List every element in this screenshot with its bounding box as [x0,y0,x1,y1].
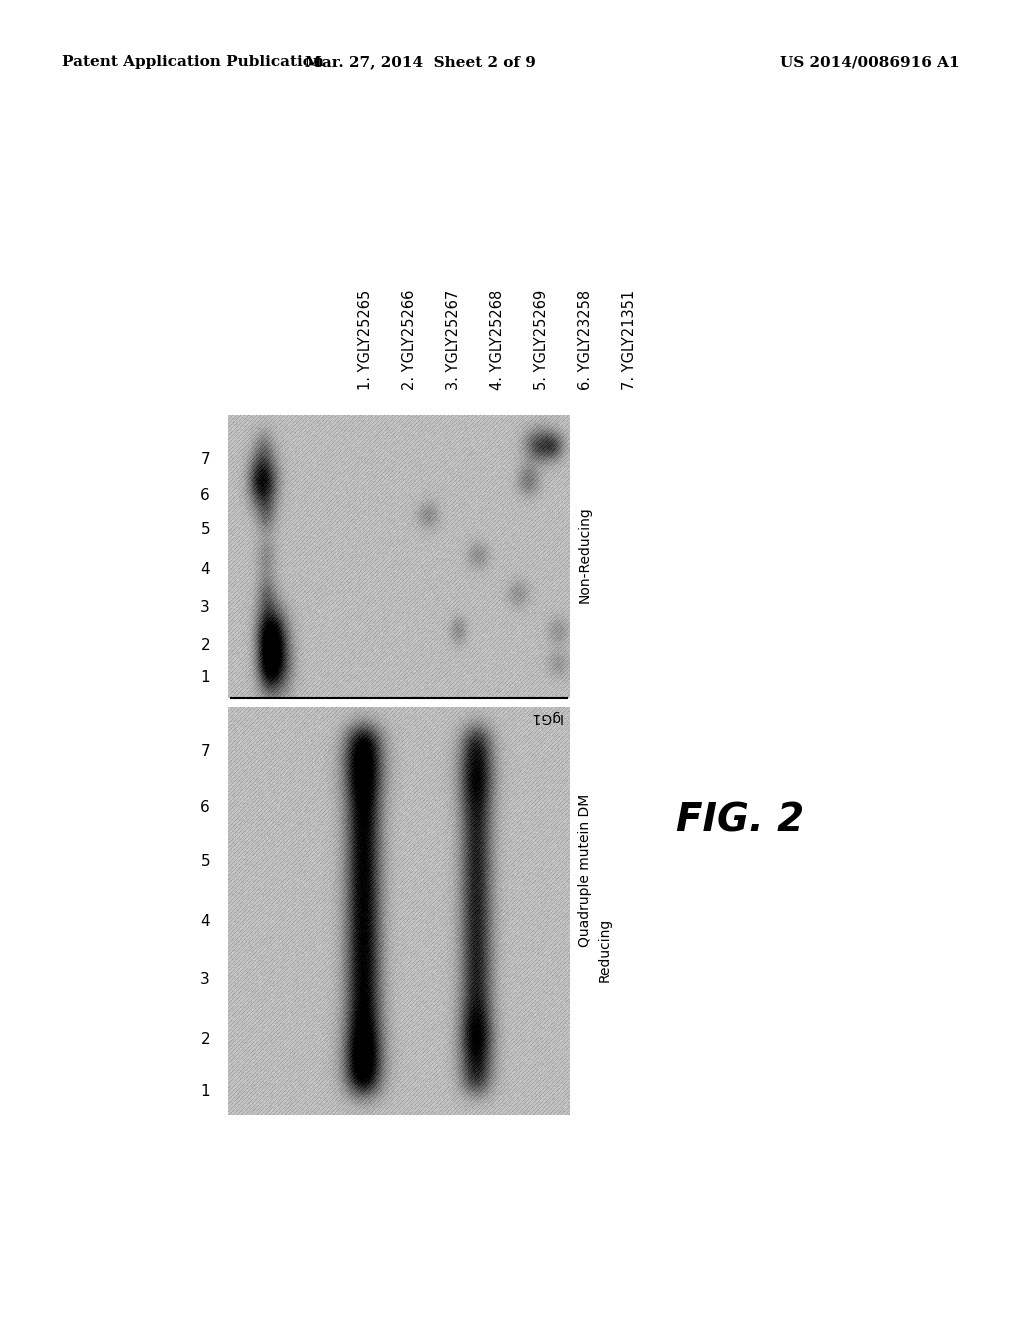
Text: 3: 3 [201,973,210,987]
Text: 2: 2 [201,1032,210,1048]
Text: US 2014/0086916 A1: US 2014/0086916 A1 [780,55,961,69]
Text: 5: 5 [201,523,210,537]
Text: IgG1: IgG1 [529,710,562,723]
Text: 3: 3 [201,601,210,615]
Text: 1: 1 [201,1085,210,1100]
Text: Patent Application Publication: Patent Application Publication [62,55,324,69]
Text: 1: 1 [201,671,210,685]
Text: 5. YGLY25269: 5. YGLY25269 [534,290,549,389]
Text: 6: 6 [201,800,210,814]
Text: 2. YGLY25266: 2. YGLY25266 [402,289,417,389]
Text: 5: 5 [201,854,210,870]
Text: 4: 4 [201,915,210,929]
Text: Non-Reducing: Non-Reducing [578,507,592,603]
Text: 4. YGLY25268: 4. YGLY25268 [490,290,505,389]
Text: 7: 7 [201,744,210,759]
Text: 4: 4 [201,562,210,578]
Text: 1. YGLY25265: 1. YGLY25265 [358,290,373,389]
Text: 7: 7 [201,453,210,467]
Text: 6: 6 [201,487,210,503]
Text: Reducing: Reducing [598,917,612,982]
Text: FIG. 2: FIG. 2 [676,801,804,840]
Text: 7. YGLY21351: 7. YGLY21351 [622,290,637,389]
Text: 6. YGLY23258: 6. YGLY23258 [578,290,593,389]
Text: Quadruple mutein DM: Quadruple mutein DM [578,793,592,946]
Text: 3. YGLY25267: 3. YGLY25267 [446,290,461,389]
Text: Mar. 27, 2014  Sheet 2 of 9: Mar. 27, 2014 Sheet 2 of 9 [304,55,536,69]
Text: 2: 2 [201,638,210,652]
